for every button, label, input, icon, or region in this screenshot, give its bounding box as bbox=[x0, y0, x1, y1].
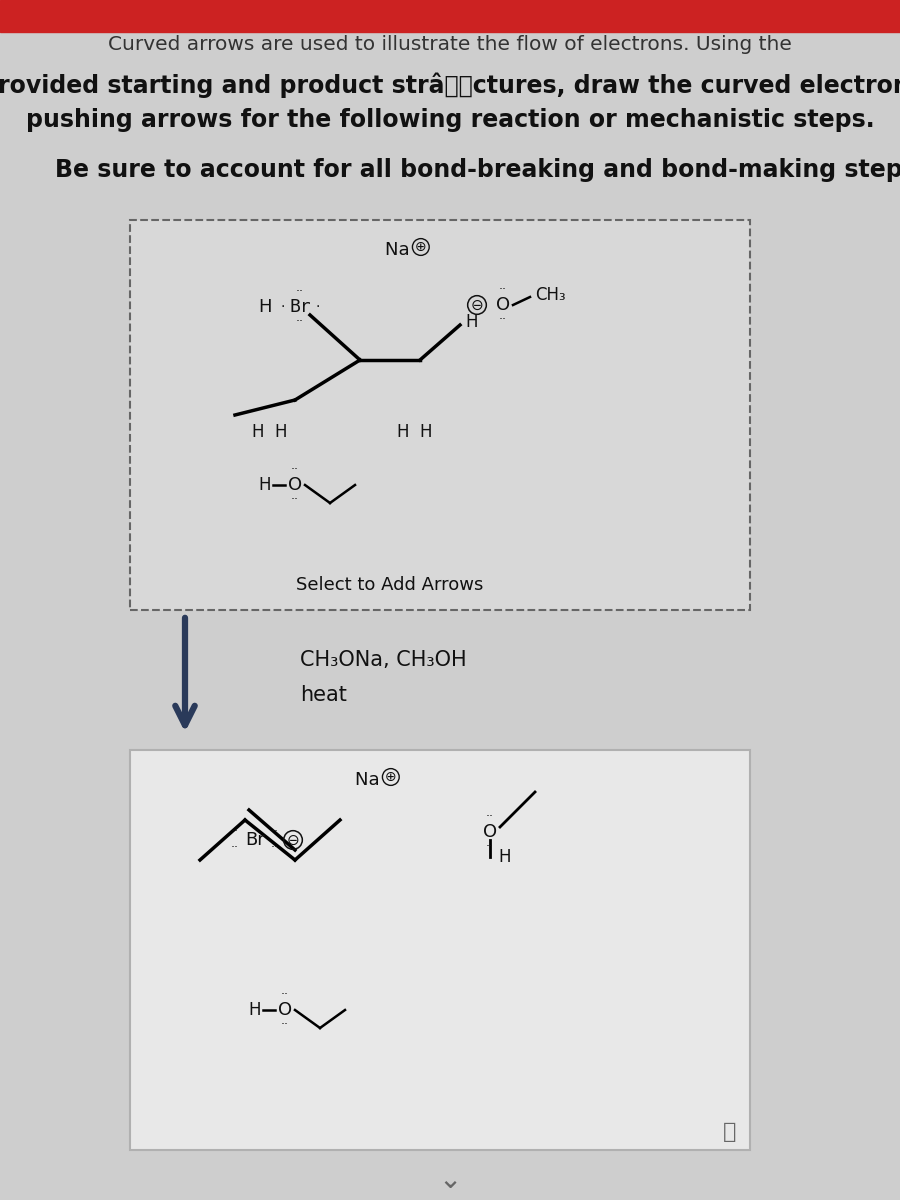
Text: ·: · bbox=[281, 300, 285, 314]
Text: CH₃ONa, CH₃OH: CH₃ONa, CH₃OH bbox=[300, 650, 466, 670]
Text: ··: ·· bbox=[296, 286, 304, 299]
Text: ··: ·· bbox=[231, 841, 239, 854]
Text: Select to Add Arrows: Select to Add Arrows bbox=[296, 576, 483, 594]
Text: Curved arrows are used to illustrate the flow of electrons. Using the: Curved arrows are used to illustrate the… bbox=[108, 36, 792, 54]
Bar bbox=[130, 750, 750, 1150]
Text: O: O bbox=[496, 296, 510, 314]
Text: ⊕: ⊕ bbox=[415, 240, 427, 254]
Text: heat: heat bbox=[300, 685, 346, 704]
Text: Na: Na bbox=[385, 241, 416, 259]
Text: Br: Br bbox=[245, 830, 265, 850]
Text: ·: · bbox=[316, 300, 320, 314]
Text: ··: ·· bbox=[486, 810, 494, 823]
Text: provided starting and product strâctures, draw the curved electron-: provided starting and product strâctur… bbox=[0, 72, 900, 97]
Text: H: H bbox=[499, 848, 511, 866]
Text: H  H: H H bbox=[252, 422, 288, 440]
Text: ··: ·· bbox=[231, 826, 239, 839]
Text: H  H: H H bbox=[397, 422, 433, 440]
Text: H: H bbox=[258, 298, 272, 316]
Text: pushing arrows for the following reaction or mechanistic steps.: pushing arrows for the following reactio… bbox=[26, 108, 874, 132]
Text: Be sure to account for all bond-breaking and bond-making steps.: Be sure to account for all bond-breaking… bbox=[55, 158, 900, 182]
Text: O: O bbox=[278, 1001, 293, 1019]
Text: 🔍: 🔍 bbox=[724, 1122, 737, 1142]
Bar bbox=[0, 0, 900, 32]
Text: ⌄: ⌄ bbox=[438, 1166, 462, 1194]
Text: ⊖: ⊖ bbox=[471, 298, 483, 312]
Text: ··: ·· bbox=[291, 463, 299, 476]
Text: O: O bbox=[483, 823, 497, 841]
Text: ⊖: ⊖ bbox=[286, 833, 300, 847]
Text: ··: ·· bbox=[291, 493, 299, 506]
Text: Na: Na bbox=[355, 770, 385, 790]
Text: H: H bbox=[248, 1001, 261, 1019]
Text: O: O bbox=[288, 476, 302, 494]
Text: ··: ·· bbox=[281, 1019, 289, 1032]
Text: ··: ·· bbox=[271, 841, 279, 854]
Text: ⊕: ⊕ bbox=[385, 770, 397, 784]
Bar bbox=[130, 220, 750, 610]
Text: ··: ·· bbox=[499, 283, 507, 296]
Text: H: H bbox=[465, 313, 478, 331]
Text: ··: ·· bbox=[271, 826, 279, 839]
Text: ··: ·· bbox=[499, 313, 507, 326]
Text: Br: Br bbox=[289, 298, 310, 316]
Text: H: H bbox=[259, 476, 271, 494]
Text: ··: ·· bbox=[296, 316, 304, 329]
Text: CH₃: CH₃ bbox=[535, 286, 565, 304]
Text: ··: ·· bbox=[486, 840, 494, 853]
Text: ··: ·· bbox=[281, 989, 289, 1002]
